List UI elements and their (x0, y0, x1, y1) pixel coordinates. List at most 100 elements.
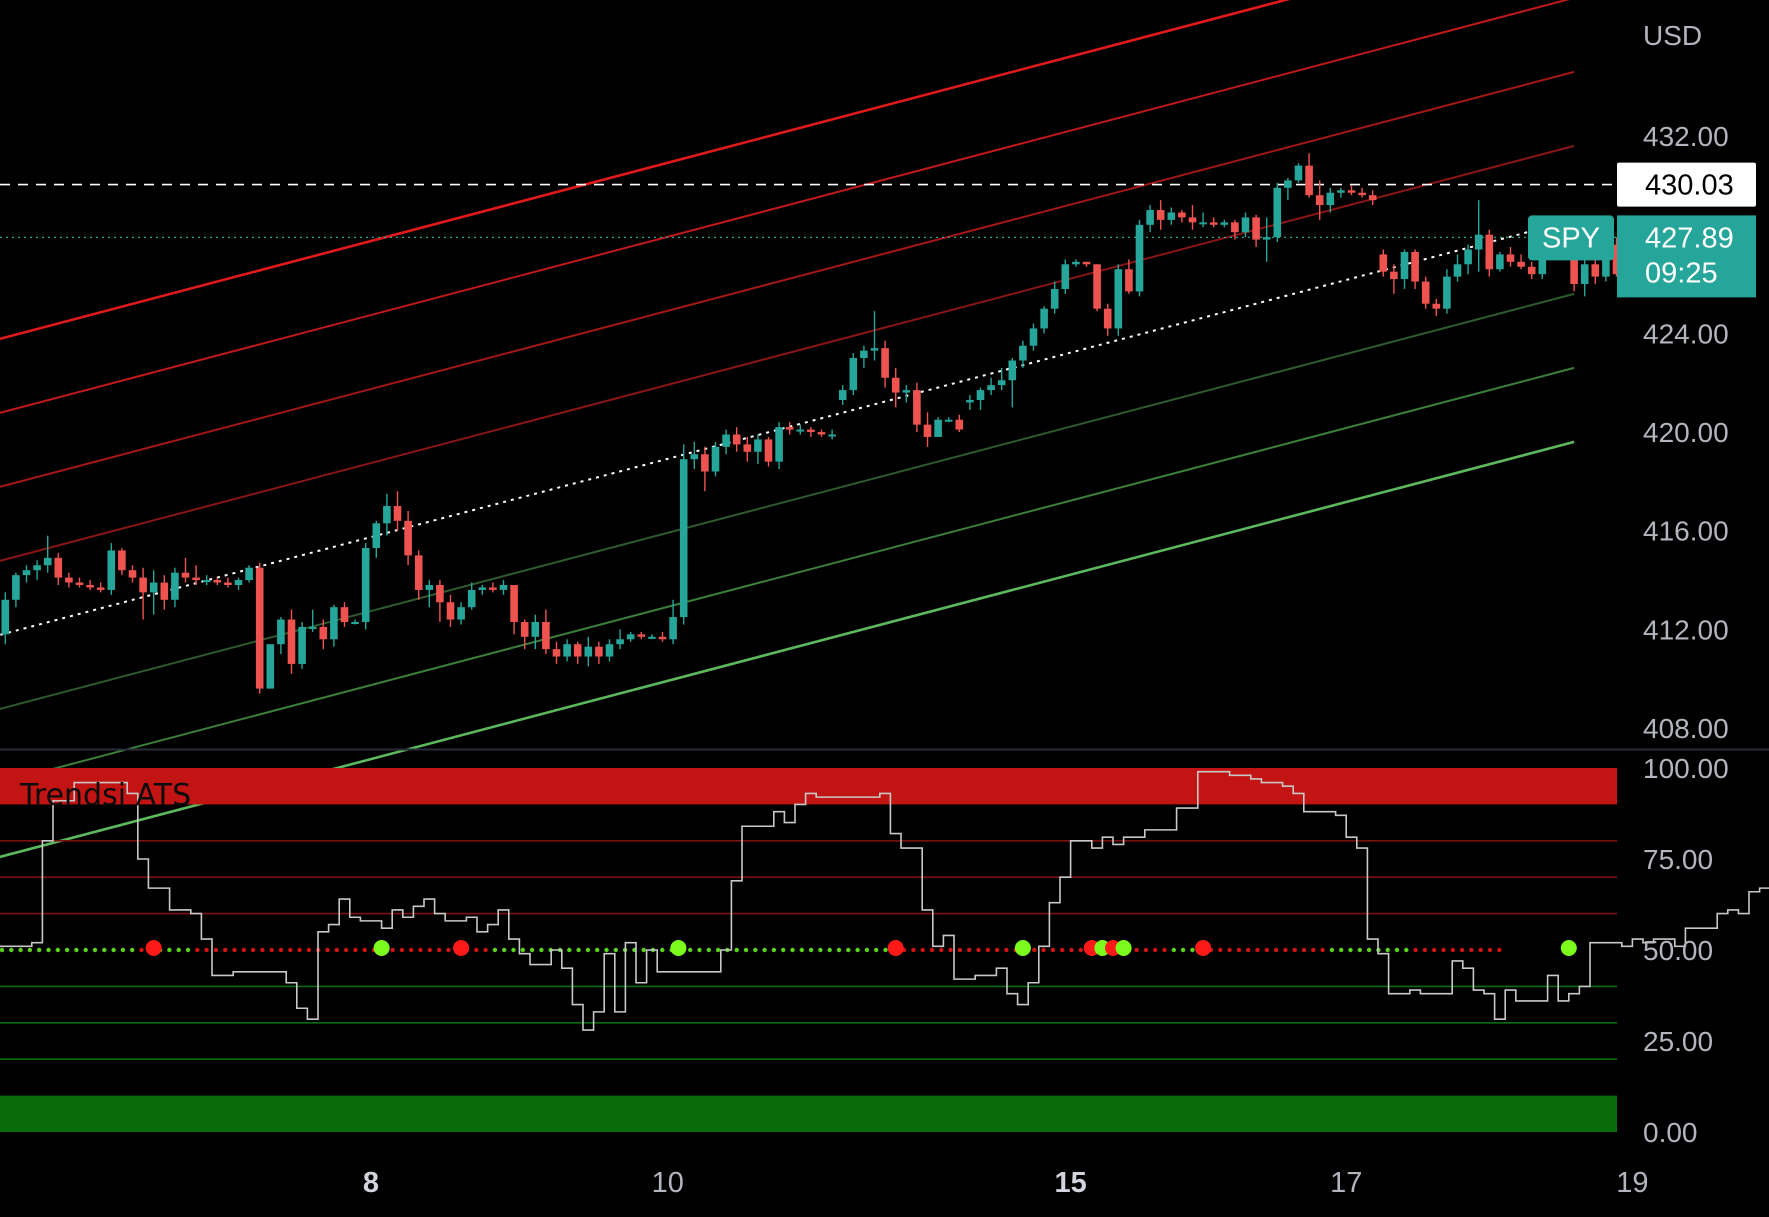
candle (764, 436, 773, 467)
midline-dot (1404, 947, 1409, 953)
candle (595, 641, 603, 664)
channel-upper-line (0, 70, 1575, 488)
candle-body (817, 432, 826, 435)
midline-dot (120, 947, 126, 953)
midline-dot (325, 947, 330, 953)
candle-body (923, 424, 932, 437)
candle-body (287, 619, 296, 664)
time-axis[interactable]: 8 10 15 17 19 (363, 1167, 1649, 1199)
symbol-tag[interactable]: SPY (1542, 222, 1600, 254)
midline-dot (1004, 947, 1009, 953)
price-tick-label: 408.00 (1643, 713, 1729, 744)
candle-body (234, 580, 243, 585)
candle (340, 602, 349, 627)
midline-dot (1357, 947, 1363, 953)
candle (1368, 190, 1377, 206)
candle-body (340, 607, 349, 622)
price-tick-label: 412.00 (1643, 614, 1729, 645)
candle-body (955, 419, 964, 430)
candle (658, 631, 667, 642)
candle-body (457, 607, 465, 620)
candle (1464, 244, 1472, 275)
candle (489, 582, 497, 593)
midline-dot (1497, 947, 1502, 953)
green-signal-dot (1014, 940, 1031, 956)
indicator-tick-label: 25.00 (1643, 1026, 1713, 1057)
candle-body (987, 385, 995, 391)
candle-body (1188, 217, 1197, 223)
indicator-axis[interactable]: 100.00 75.00 50.00 25.00 0.00 (1643, 753, 1729, 1148)
candle (383, 493, 391, 536)
channel-upper-line (0, 0, 1570, 414)
midline-dot (74, 947, 79, 953)
price-pane[interactable] (0, 0, 1653, 859)
candle-body (1252, 217, 1260, 240)
midline-dot (1236, 947, 1242, 953)
candle-body (149, 582, 158, 593)
candle-body (1527, 266, 1536, 275)
midline-dot (539, 947, 544, 953)
candle-body (404, 520, 412, 556)
reference-tag-value: 430.03 (1645, 170, 1734, 202)
midline-dot (1273, 947, 1279, 953)
candle-body (1591, 264, 1600, 277)
candle (1347, 185, 1356, 196)
midline-dot (827, 947, 832, 953)
midline-dot (1060, 947, 1065, 953)
candle (1527, 261, 1536, 280)
candle-body (764, 439, 773, 462)
midline-dot (529, 947, 535, 953)
midline-dot (139, 947, 144, 953)
candle (1114, 264, 1123, 336)
candle (828, 429, 836, 440)
candle (997, 367, 1006, 391)
candle-body (202, 580, 211, 583)
candle-body (1273, 187, 1282, 238)
green-signal-dot (670, 940, 687, 956)
candle (181, 557, 190, 583)
candle (891, 367, 900, 408)
indicator-bands (0, 768, 1617, 1132)
candle (1485, 229, 1494, 277)
currency-label[interactable]: USD (1643, 20, 1702, 51)
candle (944, 417, 953, 423)
candle-body (1209, 222, 1218, 225)
candle-body (1379, 254, 1388, 272)
candle (308, 609, 317, 632)
midline-dot (250, 947, 256, 953)
midline-dot (1041, 947, 1046, 953)
candle (414, 550, 423, 600)
price-axis[interactable]: 432.00 424.00 420.00 416.00 412.00 408.00 (1643, 121, 1729, 744)
midline-dot (343, 947, 349, 953)
midline-dot (1394, 947, 1400, 953)
candle-body (722, 434, 730, 447)
candle-body (489, 587, 497, 590)
candle-body (1506, 254, 1515, 262)
candle (679, 444, 688, 625)
candle (1188, 205, 1197, 230)
candle (393, 491, 402, 531)
candle (796, 424, 805, 435)
candle-body (1019, 345, 1027, 361)
candle-body (573, 644, 582, 657)
candle (1421, 276, 1430, 309)
candle (1390, 264, 1398, 294)
candle-body (510, 584, 518, 622)
candle-body (1411, 251, 1419, 282)
candle-body (372, 523, 381, 548)
candle-body (96, 587, 105, 590)
midline-dot (436, 947, 442, 953)
candle-body (838, 390, 847, 400)
candle-body (1125, 269, 1133, 292)
last-price-tag[interactable]: SPY 427.89 09:25 (1528, 215, 1756, 298)
time-tick-label: 8 (363, 1167, 379, 1199)
red-signal-dot (1195, 940, 1212, 956)
candle-body (43, 557, 52, 566)
candle-body (436, 584, 444, 603)
candle-body (1082, 261, 1091, 265)
indicator-pane[interactable]: Trendsi ATS (0, 768, 1769, 1132)
candle (319, 619, 328, 650)
indicator-title[interactable]: Trendsi ATS (19, 778, 191, 813)
candle-body (1167, 212, 1176, 220)
